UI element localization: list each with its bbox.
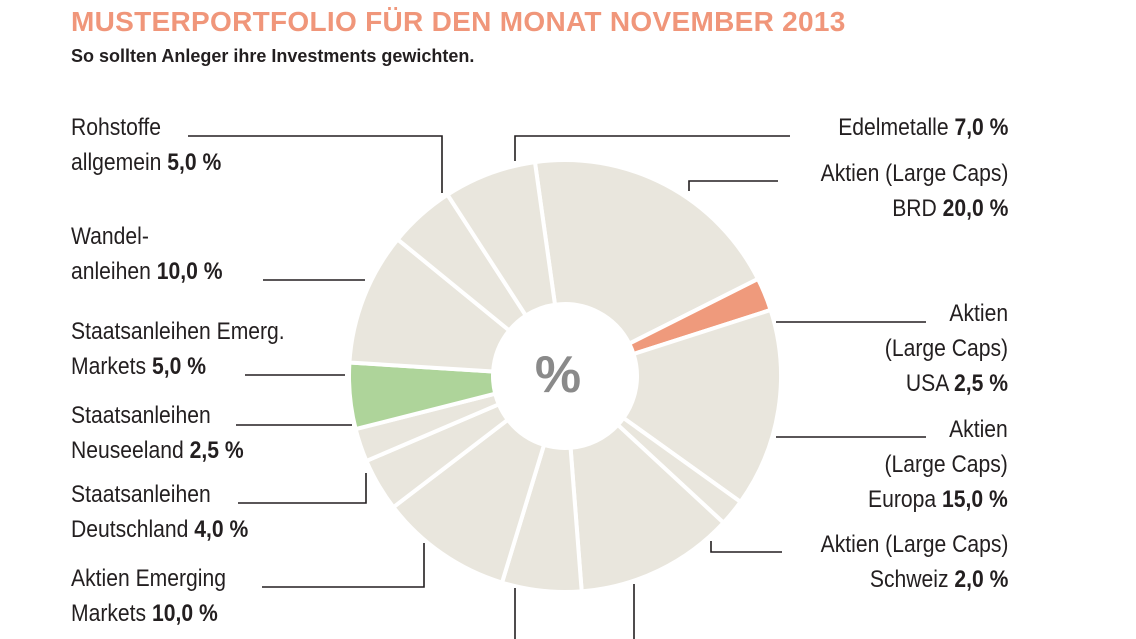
label-aktien-brd: Aktien (Large Caps) BRD 20,0 %: [820, 160, 1008, 222]
leader-line-em-aktien: [262, 543, 425, 588]
label-staatsanleihen-neuseeland: Staatsanleihen Neuseeland 2,5 %: [71, 402, 244, 464]
label-aktien-emerging-markets-value: 10,0 %: [151, 600, 218, 627]
leader-line-edelmetalle: [514, 135, 790, 161]
leader-line-schweiz: [710, 541, 782, 553]
label-staatsanleihen-deutschland: Staatsanleihen Deutschland 4,0 %: [71, 481, 249, 543]
label-rohstoffe: Rohstoffe allgemein 5,0 %: [71, 114, 222, 176]
label-aktien-usa: Aktien (Large Caps) USA 2,5 %: [884, 300, 1008, 397]
label-aktien-usa-value: 2,5 %: [953, 370, 1008, 397]
donut-slices: [347, 158, 783, 594]
label-aktien-brd-value: 20,0 %: [942, 195, 1008, 222]
label-staatsanleihen-emerg: Staatsanleihen Emerg. Markets 5,0 %: [71, 318, 285, 380]
leader-lines: [188, 135, 926, 639]
label-aktien-emerging-markets: Aktien Emerging Markets 10,0 %: [71, 565, 226, 627]
label-rohstoffe-value: 5,0 %: [167, 149, 222, 176]
chart-subtitle: So sollten Anleger ihre Investments gewi…: [71, 46, 475, 66]
label-edelmetalle-value: 7,0 %: [953, 114, 1008, 141]
label-wandelanleihen-value: 10,0 %: [156, 258, 223, 285]
center-percent-label: %: [535, 346, 581, 404]
label-staatsanleihen-deutschland-value: 4,0 %: [194, 516, 249, 543]
leader-line-rohstoffe: [188, 135, 443, 193]
pie-slice-13: [445, 160, 557, 318]
leader-line-brd: [688, 180, 778, 191]
label-staatsanleihen-emerg-value: 5,0 %: [151, 353, 206, 380]
pie-slice-1: [532, 158, 760, 346]
chart-title: MUSTERPORTFOLIO FÜR DEN MONAT NOVEMBER 2…: [71, 6, 846, 37]
label-aktien-schweiz-value: 2,0 %: [953, 566, 1008, 593]
leader-line-deutschland: [238, 473, 367, 504]
label-aktien-europa-value: 15,0 %: [942, 486, 1008, 513]
pie-slice-5: [568, 422, 726, 594]
label-aktien-schweiz: Aktien (Large Caps) Schweiz 2,0 %: [820, 531, 1008, 593]
pie-slice-3: [621, 307, 783, 504]
label-edelmetalle: Edelmetalle 7,0 %: [837, 114, 1008, 141]
label-staatsanleihen-neuseeland-value: 2,5 %: [189, 437, 244, 464]
label-aktien-europa: Aktien (Large Caps) Europa 15,0 %: [868, 416, 1008, 513]
label-wandelanleihen: Wandel- anleihen 10,0 %: [71, 223, 223, 285]
